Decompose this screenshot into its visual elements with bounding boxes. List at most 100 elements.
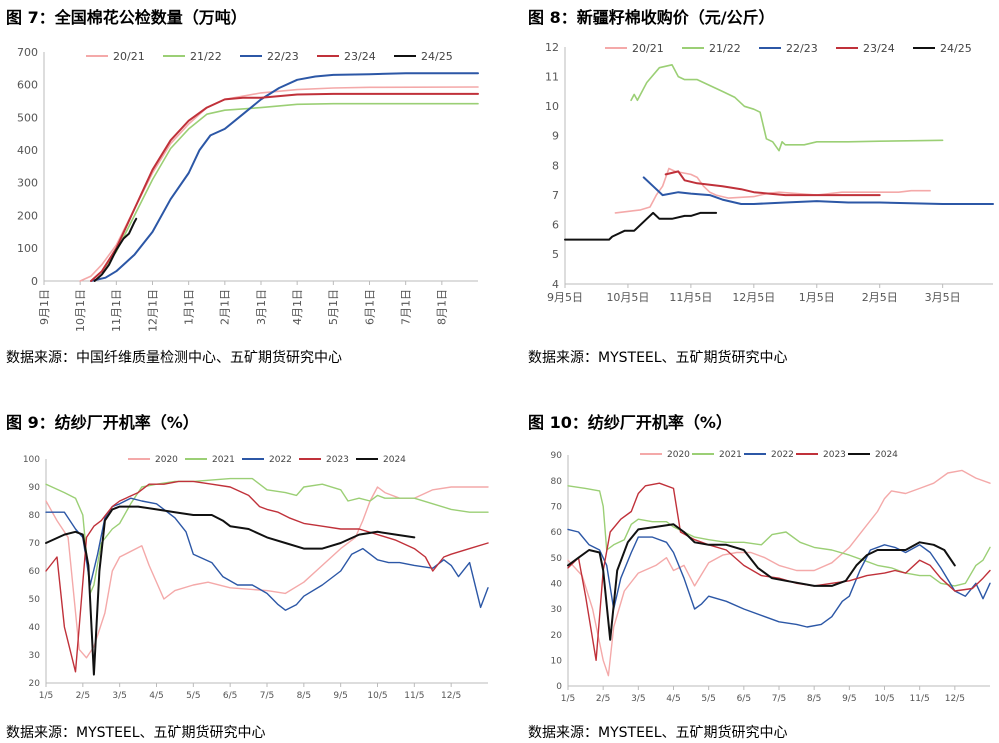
panel-title-fig10: 图 10：纺纱厂开机率（%）: [528, 413, 732, 432]
x-tick-label: 12月1日: [146, 289, 159, 332]
x-tick-label: 6月1日: [363, 289, 376, 325]
x-tick-label: 12/5: [945, 694, 965, 704]
series-line-2024: [567, 523, 956, 641]
x-tick-label: 9月5日: [547, 291, 583, 304]
y-tick-label: 200: [17, 209, 38, 222]
y-tick-label: 600: [17, 79, 38, 92]
legend-label: 2023: [326, 455, 349, 465]
y-tick-label: 50: [29, 595, 41, 605]
y-tick-label: 11: [545, 70, 559, 83]
series-line-23-24: [90, 92, 479, 282]
panel-title-fig8: 图 8：新疆籽棉收购价（元/公斤）: [528, 8, 775, 27]
series-line-20-21: [614, 167, 931, 214]
x-tick-label: 9/5: [333, 691, 347, 701]
x-tick-label: 3/5: [112, 691, 126, 701]
y-tick-label: 12: [545, 41, 559, 54]
legend-label: 2022: [269, 455, 292, 465]
y-tick-label: 300: [17, 177, 38, 190]
y-tick-label: 500: [17, 111, 38, 124]
chart-seed-cotton-price: 4 5 6 7 8 9 10 11 12 9月5日 10月5日 11月5日 12月5日 1月5日 2月5日 3…: [545, 41, 994, 304]
y-tick-label: 100: [23, 455, 40, 465]
y-tick-label: 40: [29, 623, 41, 633]
x-tick-label: 6/5: [223, 691, 237, 701]
x-tick-label: 3月1日: [255, 289, 268, 325]
x-tick-label: 1/5: [561, 694, 575, 704]
y-tick-label: 8: [552, 159, 559, 172]
series-line-24-25: [564, 211, 718, 241]
x-tick-label: 11/5: [910, 694, 930, 704]
y-tick-label: 70: [29, 539, 41, 549]
x-tick-label: 12/5: [441, 691, 461, 701]
y-tick-label: 5: [552, 248, 559, 261]
x-tick-label: 2月1日: [219, 289, 232, 325]
legend-label: 22/23: [267, 50, 299, 63]
y-tick-label: 80: [29, 511, 41, 521]
legend-label: 20/21: [113, 50, 145, 63]
legend-label: 2022: [771, 450, 794, 460]
x-tick-label: 10月1日: [74, 289, 87, 332]
legend-label: 23/24: [863, 42, 895, 55]
x-tick-label: 8/5: [297, 691, 311, 701]
panel-title-fig9: 图 9：纺纱厂开机率（%）: [6, 413, 199, 432]
panel-source-fig8: 数据来源：MYSTEEL、五矿期货研究中心: [528, 350, 788, 366]
panel-title-fig7: 图 7：全国棉花公检数量（万吨）: [6, 8, 247, 27]
x-tick-label: 8月1日: [436, 289, 449, 325]
x-tick-label: 3/5: [631, 694, 645, 704]
legend-label: 24/25: [940, 42, 972, 55]
y-tick-label: 80: [551, 477, 563, 487]
x-tick-label: 10/5: [874, 694, 894, 704]
x-tick-label: 11月5日: [669, 291, 712, 304]
legend-label: 2021: [719, 450, 742, 460]
series-line-2021: [567, 485, 991, 587]
y-tick-label: 100: [17, 242, 38, 255]
legend-label: 23/24: [344, 50, 376, 63]
series-line-21-22: [630, 64, 944, 152]
x-tick-label: 7/5: [260, 691, 274, 701]
y-tick-label: 20: [551, 631, 563, 641]
legend-label: 21/22: [190, 50, 222, 63]
x-tick-label: 2/5: [76, 691, 90, 701]
y-tick-label: 9: [552, 130, 559, 143]
series-line-21-22: [90, 102, 479, 282]
series-line-22-23: [90, 72, 479, 282]
panel-source-fig7: 数据来源：中国纤维质量检测中心、五矿期货研究中心: [6, 350, 342, 366]
x-tick-label: 9/5: [842, 694, 856, 704]
series-line-22-23: [642, 176, 994, 205]
y-tick-label: 7: [552, 189, 559, 202]
x-tick-label: 11月1日: [110, 289, 123, 332]
y-tick-label: 90: [551, 451, 563, 461]
series-line-2023: [567, 482, 991, 661]
legend-label: 21/22: [709, 42, 741, 55]
x-tick-label: 7/5: [772, 694, 786, 704]
series-line-2021: [45, 477, 489, 595]
x-tick-label: 2月5日: [862, 291, 898, 304]
x-tick-label: 10月5日: [606, 291, 649, 304]
series-line-2020: [45, 486, 489, 659]
chart-cotton-inspection: 0 100 200 300 400 500 600 700 9月1日 10月1日 11月1日 12月1…: [17, 46, 479, 332]
y-tick-label: 10: [551, 656, 563, 666]
x-tick-label: 3月5日: [925, 291, 961, 304]
series-line-20-21: [79, 86, 479, 282]
y-tick-label: 70: [551, 502, 563, 512]
series-line-2022: [45, 497, 489, 611]
x-tick-label: 2/5: [596, 694, 610, 704]
x-tick-label: 4/5: [149, 691, 163, 701]
x-tick-label: 4月1日: [291, 289, 304, 325]
x-tick-label: 9月1日: [38, 289, 51, 325]
chart-spinning-rate-a: 20 30 40 50 60 70 80 90 100 1/5 2/5 3/5 4/5 5/5 6/5 7/5…: [23, 455, 489, 701]
series-line-2024: [45, 505, 416, 676]
y-tick-label: 400: [17, 144, 38, 157]
y-tick-label: 50: [551, 554, 563, 564]
y-tick-label: 60: [551, 528, 563, 538]
legend-label: 2020: [667, 450, 690, 460]
y-tick-label: 0: [556, 682, 562, 692]
x-tick-label: 5月1日: [327, 289, 340, 325]
y-tick-label: 30: [29, 651, 41, 661]
legend-label: 2024: [383, 455, 406, 465]
x-tick-label: 1月1日: [183, 289, 196, 325]
y-tick-label: 700: [17, 46, 38, 59]
chart-spinning-rate-b: 0 10 20 30 40 50 60 70 80 90 1/5 2/5 3/5 4/5 5/5 6/5 7/5…: [551, 450, 991, 704]
x-tick-label: 1月5日: [799, 291, 835, 304]
x-tick-label: 6/5: [737, 694, 751, 704]
